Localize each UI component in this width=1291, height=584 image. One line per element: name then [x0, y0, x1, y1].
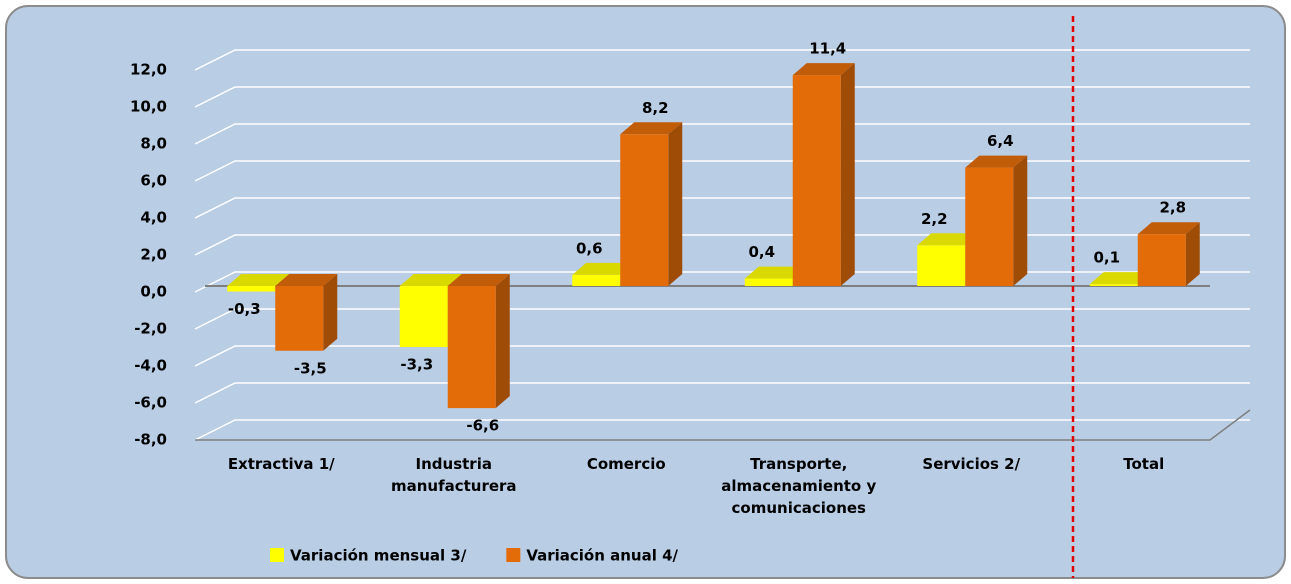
y-tick-label: -4,0 — [134, 357, 167, 375]
x-tick-label: Servicios 2/ — [922, 455, 1021, 473]
bar — [620, 134, 669, 286]
grid-line — [194, 345, 1250, 367]
value-label: 6,4 — [987, 132, 1014, 150]
grid-line — [194, 49, 1250, 71]
bar — [227, 286, 276, 292]
x-tick-label: Comercio — [586, 455, 666, 473]
x-tick-label: Total — [1123, 455, 1165, 473]
grid-line — [194, 197, 1250, 219]
bar — [1137, 234, 1186, 286]
value-label: 2,8 — [1159, 199, 1186, 217]
bar — [572, 274, 621, 286]
bar — [965, 167, 1014, 286]
grid-line — [194, 160, 1250, 182]
bar-side — [1185, 222, 1200, 286]
bar — [1089, 284, 1138, 286]
grid-line — [194, 234, 1250, 256]
value-label: -3,5 — [294, 359, 327, 377]
grid-line — [194, 382, 1250, 404]
bar-side — [840, 63, 855, 286]
floor-edge — [195, 409, 1251, 441]
bar-side — [668, 122, 683, 286]
value-label: -3,3 — [400, 356, 433, 374]
bar-top — [572, 262, 635, 275]
value-label: 8,2 — [642, 99, 669, 117]
x-tick-label: Industria manufacturera — [390, 455, 517, 495]
value-label: -0,3 — [228, 300, 261, 318]
bar-top — [917, 233, 980, 246]
grid-line — [194, 123, 1250, 145]
bar-top — [792, 63, 855, 76]
bar-top — [965, 155, 1028, 168]
bar-top — [1137, 222, 1200, 235]
bar — [447, 286, 496, 409]
y-tick-label: 4,0 — [140, 209, 167, 227]
y-tick-label: 8,0 — [140, 135, 167, 153]
grid-line — [194, 86, 1250, 108]
bar-top — [1089, 272, 1152, 285]
bar-top — [447, 274, 510, 286]
value-label: 0,1 — [1093, 249, 1120, 267]
bar-side — [323, 274, 338, 351]
x-tick-label: Transporte, almacenamiento y comunicacio… — [721, 455, 877, 517]
value-label: 2,2 — [921, 210, 948, 228]
bar-top — [399, 274, 462, 286]
bar — [275, 286, 324, 351]
legend-label: Variación mensual 3/ — [290, 547, 467, 565]
legend-swatch — [506, 548, 521, 562]
bar-side — [1013, 155, 1028, 286]
y-tick-label: 2,0 — [140, 246, 167, 264]
bar-top — [620, 122, 683, 135]
y-tick-label: -6,0 — [134, 394, 167, 412]
legend-label: Variación anual 4/ — [526, 547, 678, 565]
value-label: 0,4 — [748, 243, 775, 261]
y-tick-label: 10,0 — [130, 98, 167, 116]
chart-panel — [5, 5, 1286, 579]
bar — [399, 286, 448, 348]
y-tick-label: -2,0 — [134, 320, 167, 338]
grid-line — [194, 308, 1250, 330]
bar — [792, 75, 841, 286]
y-tick-label: 0,0 — [140, 283, 167, 301]
bar — [744, 278, 793, 286]
bar-side — [495, 274, 510, 409]
bar-top — [275, 274, 338, 286]
y-tick-label: -8,0 — [134, 431, 167, 449]
y-tick-label: 12,0 — [130, 61, 167, 79]
bar-top — [227, 274, 290, 286]
x-tick-label: Extractiva 1/ — [227, 455, 335, 473]
value-label: -6,6 — [466, 417, 499, 435]
legend-swatch — [270, 548, 284, 562]
value-label: 11,4 — [809, 40, 846, 58]
plot-area: -8,0 -6,0 -4,0 -2,0 0,0 2,0 4,0 6,0 8,0 10,0 12,0 -… — [130, 40, 1251, 449]
y-tick-label: 6,0 — [140, 172, 167, 190]
grid-line — [194, 419, 1250, 441]
bar — [917, 245, 966, 286]
value-label: 0,6 — [576, 239, 603, 257]
bar-top — [744, 266, 807, 279]
